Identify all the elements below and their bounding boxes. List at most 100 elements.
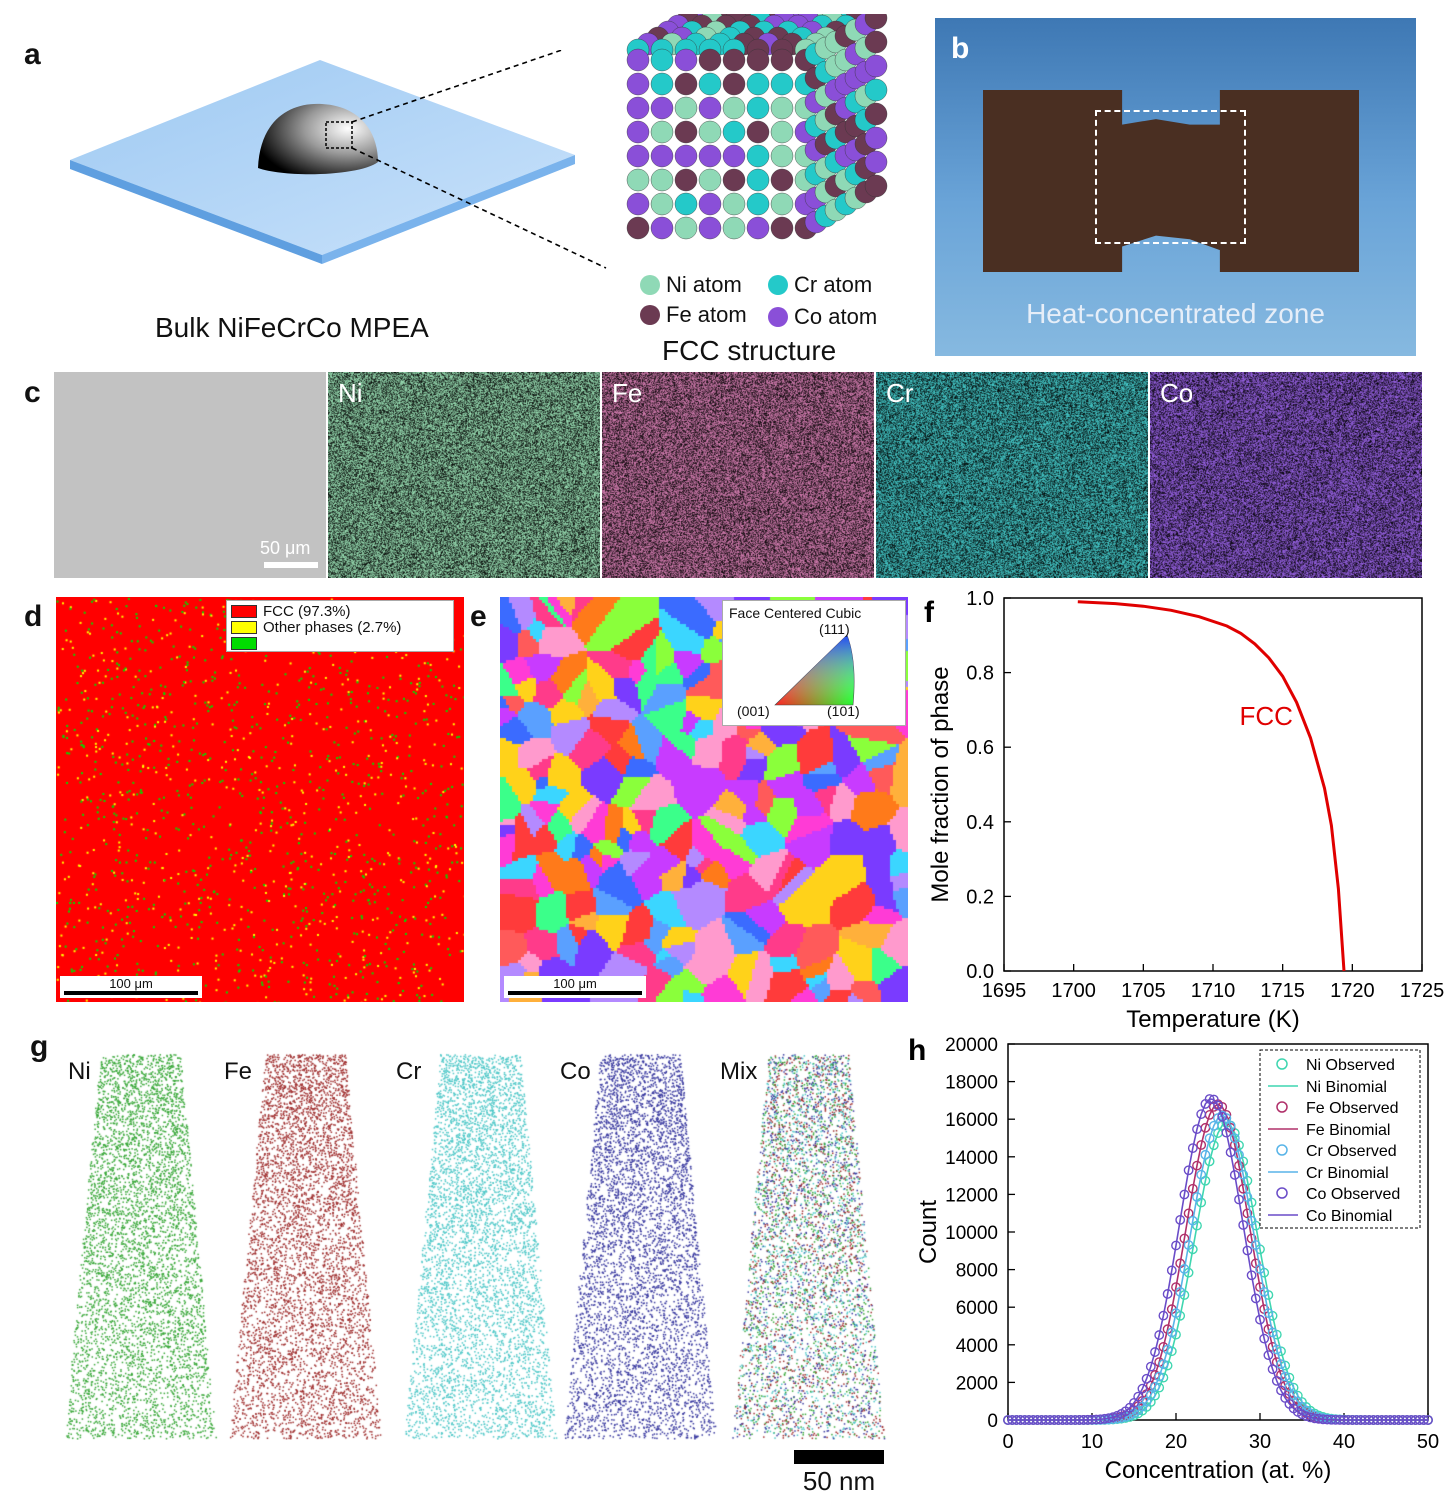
fe-eds-map — [602, 372, 874, 578]
observed-point — [1187, 1143, 1198, 1154]
observed-point — [1150, 1381, 1160, 1392]
observed-point — [1271, 1344, 1282, 1355]
lattice-atom — [770, 144, 794, 168]
legend-observed-label: Fe Observed — [1306, 1100, 1398, 1117]
phase-fraction-chart: 1695 1700 1705 1710 1715 1720 1725 0.0 0.2 0.4 0.6… — [924, 588, 1444, 1033]
observed-point — [1158, 1310, 1169, 1321]
ni-eds-map — [328, 372, 600, 578]
legend-observed-label: Ni Observed — [1306, 1057, 1395, 1074]
observed-point — [1171, 1308, 1181, 1319]
observed-point — [1221, 1127, 1232, 1138]
apt-label-co: Co — [560, 1058, 591, 1085]
panel-a-label: a — [24, 38, 41, 71]
apt-label-mix: Mix — [720, 1058, 758, 1085]
y-tick-label: 1.0 — [966, 588, 994, 610]
eds-label-fe: Fe — [612, 378, 643, 408]
y-tick-label: 2000 — [956, 1373, 998, 1394]
y-tick-label: 10000 — [945, 1223, 998, 1244]
x-tick-label: 40 — [1333, 1431, 1355, 1453]
observed-point — [1255, 1264, 1265, 1274]
observed-point — [1229, 1133, 1240, 1144]
observed-point — [1263, 1350, 1274, 1361]
x-axis-label: Concentration (at. %) — [1105, 1457, 1332, 1484]
lattice-atom — [722, 48, 746, 72]
lattice-atom — [698, 168, 722, 192]
phase-legend: FCC (97.3%) Other phases (2.7%) — [226, 600, 454, 652]
bulk-sample-illustration — [70, 50, 607, 269]
observed-point — [1234, 1160, 1244, 1171]
panel-e-label: e — [470, 600, 487, 633]
lattice-atom — [650, 72, 674, 96]
co-atom-icon — [768, 307, 788, 327]
lattice-atom — [770, 48, 794, 72]
pole-001: (001) — [737, 703, 770, 719]
observed-point — [1225, 1147, 1236, 1158]
observed-point — [1150, 1347, 1160, 1357]
eds-label-cr: Cr — [886, 378, 914, 408]
ipf-scalebar — [508, 991, 642, 995]
phase-map-scalebar — [64, 991, 198, 995]
y-tick-label: 0.2 — [966, 886, 994, 908]
lattice-atom — [770, 96, 794, 120]
y-tick-label: 0.8 — [966, 663, 994, 685]
lattice-atom — [674, 96, 698, 120]
apt-scalebar — [794, 1450, 884, 1464]
observed-point — [1217, 1111, 1228, 1122]
plot-frame — [1003, 597, 1423, 972]
atom-legend-cr: Cr atom — [768, 272, 872, 298]
sem-scale-bar — [264, 562, 318, 568]
observed-point — [1259, 1286, 1270, 1297]
phase-map-scale-label: 100 μm — [109, 976, 153, 991]
y-tick-label: 14000 — [945, 1148, 998, 1169]
observed-point — [1196, 1169, 1207, 1180]
observed-point — [1250, 1240, 1261, 1250]
fcc-caption: FCC structure — [662, 335, 837, 366]
lattice-atom — [674, 120, 698, 144]
y-tick-label: 0.4 — [966, 812, 994, 834]
observed-point — [1267, 1327, 1278, 1338]
lattice-atom — [746, 144, 770, 168]
lattice-atom — [770, 216, 794, 240]
legend-binomial-label: Cr Binomial — [1306, 1165, 1389, 1182]
legend-observed-marker — [1276, 1058, 1288, 1070]
x-tick-label: 1695 — [982, 980, 1027, 1002]
observed-point — [1171, 1240, 1181, 1251]
legend-binomial-label: Fe Binomial — [1306, 1122, 1390, 1139]
observed-point — [1250, 1293, 1261, 1304]
pole-111: (111) — [819, 621, 850, 637]
observed-point — [1204, 1094, 1215, 1104]
observed-point — [1246, 1270, 1257, 1281]
sem-image: 50 μm — [54, 372, 326, 578]
observed-point — [1418, 1415, 1429, 1425]
atom-legend-co-label: Co atom — [794, 304, 878, 329]
lattice-atom — [722, 144, 746, 168]
cr-eds-map — [876, 372, 1148, 578]
lattice-atom — [626, 192, 650, 216]
panel-h-label: h — [908, 1034, 926, 1067]
observed-point — [1255, 1314, 1265, 1325]
apt-label-ni: Ni — [68, 1058, 91, 1085]
observed-point — [1183, 1165, 1194, 1176]
bulk-caption: Bulk NiFeCrCo MPEA — [155, 312, 429, 343]
panel-g-label: g — [30, 1030, 49, 1063]
x-tick-label: 10 — [1081, 1431, 1103, 1453]
observed-point — [1229, 1170, 1240, 1180]
observed-point — [1234, 1194, 1244, 1205]
observed-point — [1179, 1264, 1190, 1274]
sample-photo: b Heat-concentrated zone — [935, 18, 1416, 356]
x-tick-label: 0 — [1002, 1431, 1013, 1453]
lattice-atom — [698, 120, 722, 144]
apt-reconstructions — [60, 1050, 890, 1440]
observed-point — [1183, 1208, 1194, 1219]
observed-point — [1175, 1214, 1186, 1225]
legend-binomial-label: Co Binomial — [1306, 1208, 1392, 1225]
observed-point — [1192, 1192, 1202, 1202]
lattice-atom — [698, 48, 722, 72]
lattice-atom — [698, 144, 722, 168]
lattice-atom — [650, 48, 674, 72]
lattice-atom — [626, 96, 650, 120]
observed-point — [1158, 1359, 1169, 1370]
lattice-atom — [746, 72, 770, 96]
lattice-atom — [746, 48, 770, 72]
panel-b-label: b — [951, 32, 970, 65]
